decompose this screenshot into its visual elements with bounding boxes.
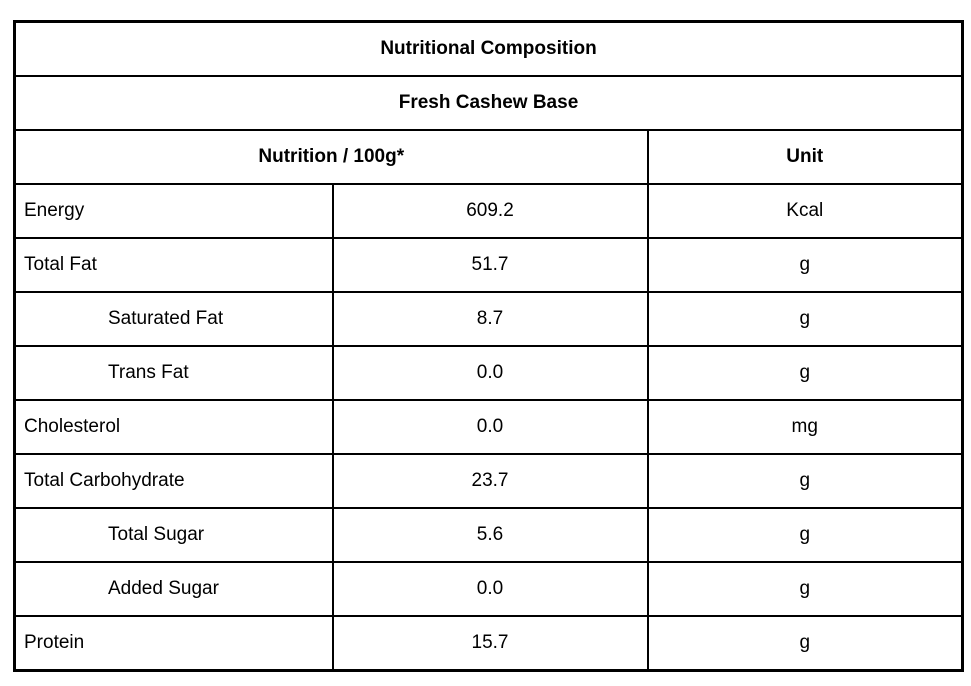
nutrient-label: Saturated Fat [13, 291, 334, 347]
table-row: Protein 15.7 g [13, 615, 964, 672]
nutrient-unit: g [646, 345, 964, 401]
table-subtitle: Fresh Cashew Base [13, 75, 964, 131]
title-row: Nutritional Composition [13, 20, 964, 77]
table-row: Total Sugar 5.6 g [13, 507, 964, 563]
nutrient-value: 15.7 [331, 615, 649, 672]
column-header-row: Nutrition / 100g* Unit [13, 129, 964, 185]
nutrient-unit: g [646, 561, 964, 617]
column-header-unit: Unit [646, 129, 964, 185]
table-row: Saturated Fat 8.7 g [13, 291, 964, 347]
nutrient-value: 51.7 [331, 237, 649, 293]
nutrient-value: 0.0 [331, 561, 649, 617]
subtitle-row: Fresh Cashew Base [13, 75, 964, 131]
nutrient-value: 0.0 [331, 399, 649, 455]
nutrient-unit: Kcal [646, 183, 964, 239]
nutrient-label: Total Sugar [13, 507, 334, 563]
table-row: Energy 609.2 Kcal [13, 183, 964, 239]
table-row: Trans Fat 0.0 g [13, 345, 964, 401]
nutrient-unit: g [646, 507, 964, 563]
table-row: Total Fat 51.7 g [13, 237, 964, 293]
nutrient-unit: mg [646, 399, 964, 455]
nutrition-table: Nutritional Composition Fresh Cashew Bas… [13, 20, 965, 672]
table-row: Added Sugar 0.0 g [13, 561, 964, 617]
nutrition-table-body: Nutritional Composition Fresh Cashew Bas… [13, 20, 964, 672]
nutrient-value: 0.0 [331, 345, 649, 401]
nutrient-label: Cholesterol [13, 399, 334, 455]
table-row: Cholesterol 0.0 mg [13, 399, 964, 455]
nutrient-label: Total Fat [13, 237, 334, 293]
nutrient-unit: g [646, 237, 964, 293]
table-row: Total Carbohydrate 23.7 g [13, 453, 964, 509]
nutrient-value: 5.6 [331, 507, 649, 563]
nutrient-value: 23.7 [331, 453, 649, 509]
nutrient-label: Total Carbohydrate [13, 453, 334, 509]
column-header-nutrition: Nutrition / 100g* [13, 129, 649, 185]
nutrient-unit: g [646, 453, 964, 509]
nutrient-label: Protein [13, 615, 334, 672]
nutrient-value: 8.7 [331, 291, 649, 347]
table-title: Nutritional Composition [13, 20, 964, 77]
nutrient-label: Energy [13, 183, 334, 239]
nutrient-unit: g [646, 291, 964, 347]
nutrient-label: Added Sugar [13, 561, 334, 617]
nutrient-unit: g [646, 615, 964, 672]
nutrient-value: 609.2 [331, 183, 649, 239]
nutrient-label: Trans Fat [13, 345, 334, 401]
